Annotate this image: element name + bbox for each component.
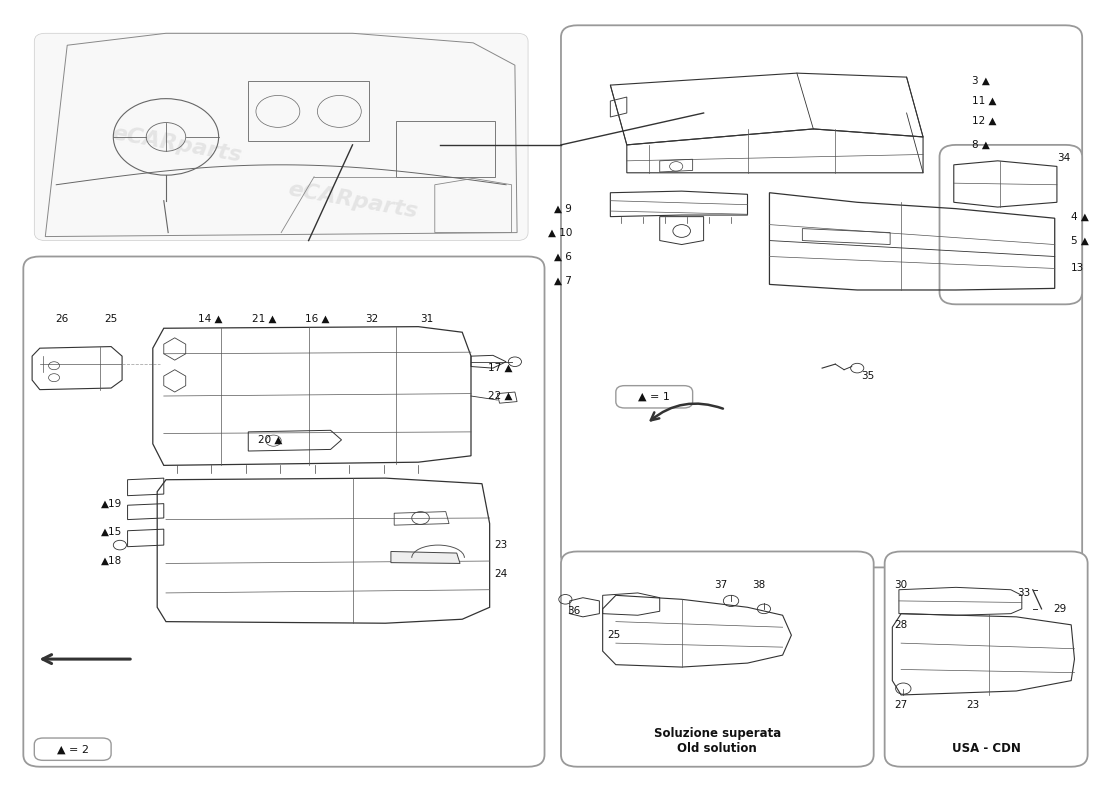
Text: 32: 32 <box>365 314 378 324</box>
Text: 31: 31 <box>420 314 433 324</box>
FancyBboxPatch shape <box>34 738 111 760</box>
Text: 23: 23 <box>494 540 507 550</box>
Text: eCARparts: eCARparts <box>286 179 419 222</box>
FancyBboxPatch shape <box>34 34 528 241</box>
Bar <box>249 81 368 141</box>
Text: 25: 25 <box>607 630 620 640</box>
Text: Old solution: Old solution <box>678 742 757 755</box>
Text: 27: 27 <box>894 699 908 710</box>
FancyBboxPatch shape <box>939 145 1082 304</box>
Text: Soluzione superata: Soluzione superata <box>653 726 781 740</box>
Text: ▲15: ▲15 <box>100 526 122 537</box>
Text: 34: 34 <box>1057 154 1070 163</box>
Text: 17 ▲: 17 ▲ <box>488 363 513 373</box>
Text: 38: 38 <box>751 580 766 590</box>
Text: ▲ = 2: ▲ = 2 <box>57 744 89 754</box>
Text: ▲ 9: ▲ 9 <box>554 204 572 214</box>
Text: 21 ▲: 21 ▲ <box>253 314 277 324</box>
Text: 26: 26 <box>55 314 68 324</box>
Text: 11 ▲: 11 ▲ <box>972 96 997 106</box>
Text: USA - CDN: USA - CDN <box>952 742 1021 755</box>
Text: 29: 29 <box>1054 604 1067 614</box>
Text: eCARparts: eCARparts <box>681 299 814 342</box>
Text: 36: 36 <box>568 606 581 616</box>
FancyBboxPatch shape <box>884 551 1088 766</box>
Text: eCARparts: eCARparts <box>110 124 243 166</box>
Text: 28: 28 <box>894 620 908 630</box>
Text: 30: 30 <box>894 580 908 590</box>
Text: 5 ▲: 5 ▲ <box>1071 235 1089 246</box>
Text: 4 ▲: 4 ▲ <box>1071 212 1089 222</box>
Text: eCARparts: eCARparts <box>615 650 748 692</box>
Text: 25: 25 <box>104 314 118 324</box>
Polygon shape <box>390 551 460 563</box>
FancyBboxPatch shape <box>561 551 873 766</box>
Text: eCARparts: eCARparts <box>154 378 287 422</box>
Text: ▲18: ▲18 <box>100 556 122 566</box>
Text: 13: 13 <box>1071 263 1085 274</box>
FancyBboxPatch shape <box>616 386 693 408</box>
Bar <box>396 121 495 177</box>
Text: 35: 35 <box>861 371 875 381</box>
Text: 24: 24 <box>494 569 507 578</box>
Text: 8 ▲: 8 ▲ <box>972 140 990 150</box>
FancyBboxPatch shape <box>561 26 1082 567</box>
Text: 23: 23 <box>966 699 979 710</box>
Text: ▲ 10: ▲ 10 <box>548 227 572 238</box>
Text: ▲ 7: ▲ 7 <box>554 275 572 286</box>
Text: 37: 37 <box>715 580 728 590</box>
Text: 20 ▲: 20 ▲ <box>258 435 283 445</box>
Text: 3 ▲: 3 ▲ <box>972 76 990 86</box>
Text: 16 ▲: 16 ▲ <box>305 314 330 324</box>
Text: ▲ = 1: ▲ = 1 <box>638 392 670 402</box>
Text: 22 ▲: 22 ▲ <box>488 391 513 401</box>
Text: eCARparts: eCARparts <box>901 650 1034 692</box>
Text: 33: 33 <box>1018 588 1031 598</box>
FancyBboxPatch shape <box>23 257 544 766</box>
Text: 14 ▲: 14 ▲ <box>198 314 222 324</box>
Text: ▲19: ▲19 <box>100 498 122 509</box>
Text: ▲ 6: ▲ 6 <box>554 251 572 262</box>
Text: 12 ▲: 12 ▲ <box>972 116 997 126</box>
